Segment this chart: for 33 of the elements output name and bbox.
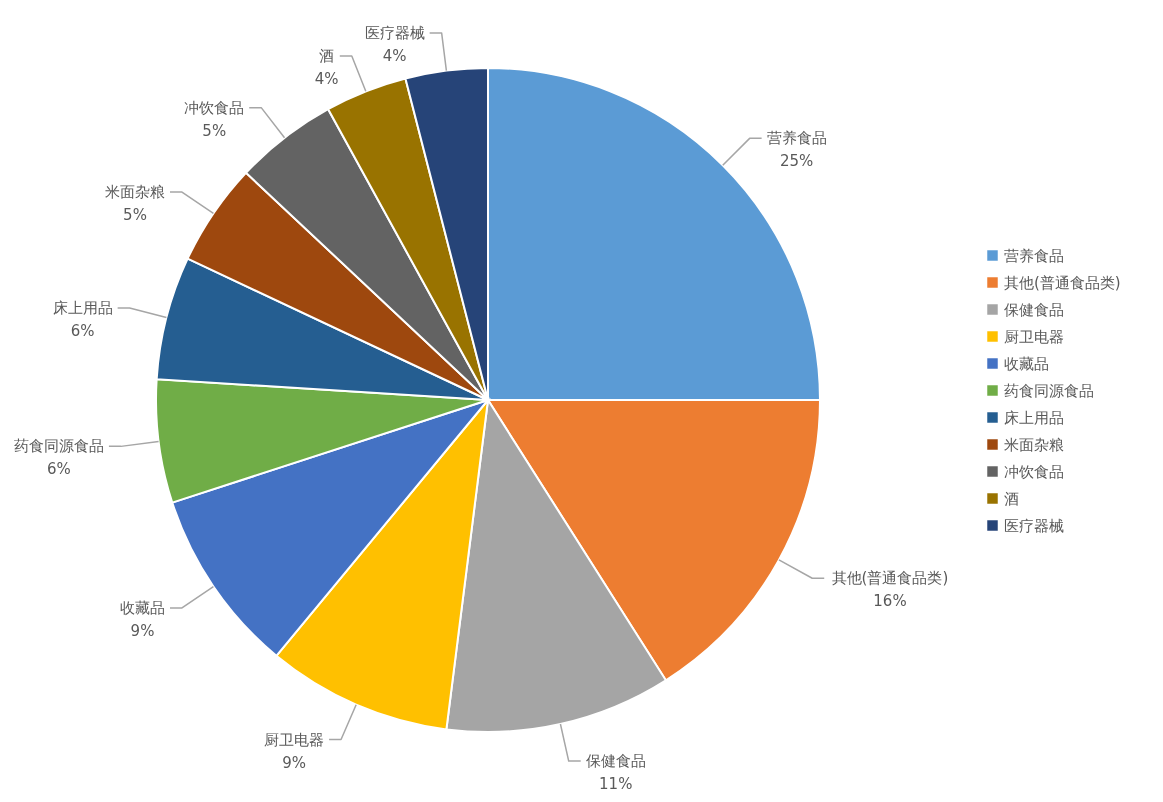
data-label: 9% <box>130 621 155 640</box>
data-label: 6% <box>47 460 71 479</box>
data-label: 16% <box>873 592 907 611</box>
data-label: 11% <box>599 775 633 794</box>
legend-label: 床上用品 <box>1004 408 1064 427</box>
legend-label: 医疗器械 <box>1004 516 1064 535</box>
data-label: 4% <box>382 46 407 65</box>
slice-label: 收藏品 <box>119 598 165 617</box>
slice-label: 药食同源食品 <box>13 437 104 456</box>
data-label: 5% <box>202 121 227 140</box>
slice-label: 酒 <box>319 46 335 65</box>
slice-label: 厨卫电器 <box>264 730 325 749</box>
slice-label: 冲饮食品 <box>184 98 245 117</box>
legend-label: 营养食品 <box>1004 246 1064 265</box>
slice-label: 其他(普通食品类) <box>831 569 949 588</box>
data-label: 5% <box>123 206 147 225</box>
slice-label: 保健食品 <box>585 752 646 771</box>
legend-label: 收藏品 <box>1004 354 1049 373</box>
legend-label: 米面杂粮 <box>1004 435 1064 454</box>
slice-label: 米面杂粮 <box>104 183 165 202</box>
data-label: 6% <box>70 321 95 340</box>
data-label: 25% <box>779 152 814 171</box>
legend-label: 厨卫电器 <box>1004 327 1064 346</box>
data-label: 4% <box>314 69 339 88</box>
slice-label: 床上用品 <box>52 298 113 317</box>
data-label: 9% <box>282 753 306 772</box>
slice-label: 医疗器械 <box>364 23 425 42</box>
legend-label: 保健食品 <box>1004 300 1064 319</box>
slice-label: 营养食品 <box>766 129 827 148</box>
legend-label: 酒 <box>1004 489 1019 508</box>
legend-label: 药食同源食品 <box>1004 381 1094 400</box>
legend-label: 冲饮食品 <box>1004 462 1064 481</box>
legend-label: 其他(普通食品类) <box>1004 273 1121 292</box>
